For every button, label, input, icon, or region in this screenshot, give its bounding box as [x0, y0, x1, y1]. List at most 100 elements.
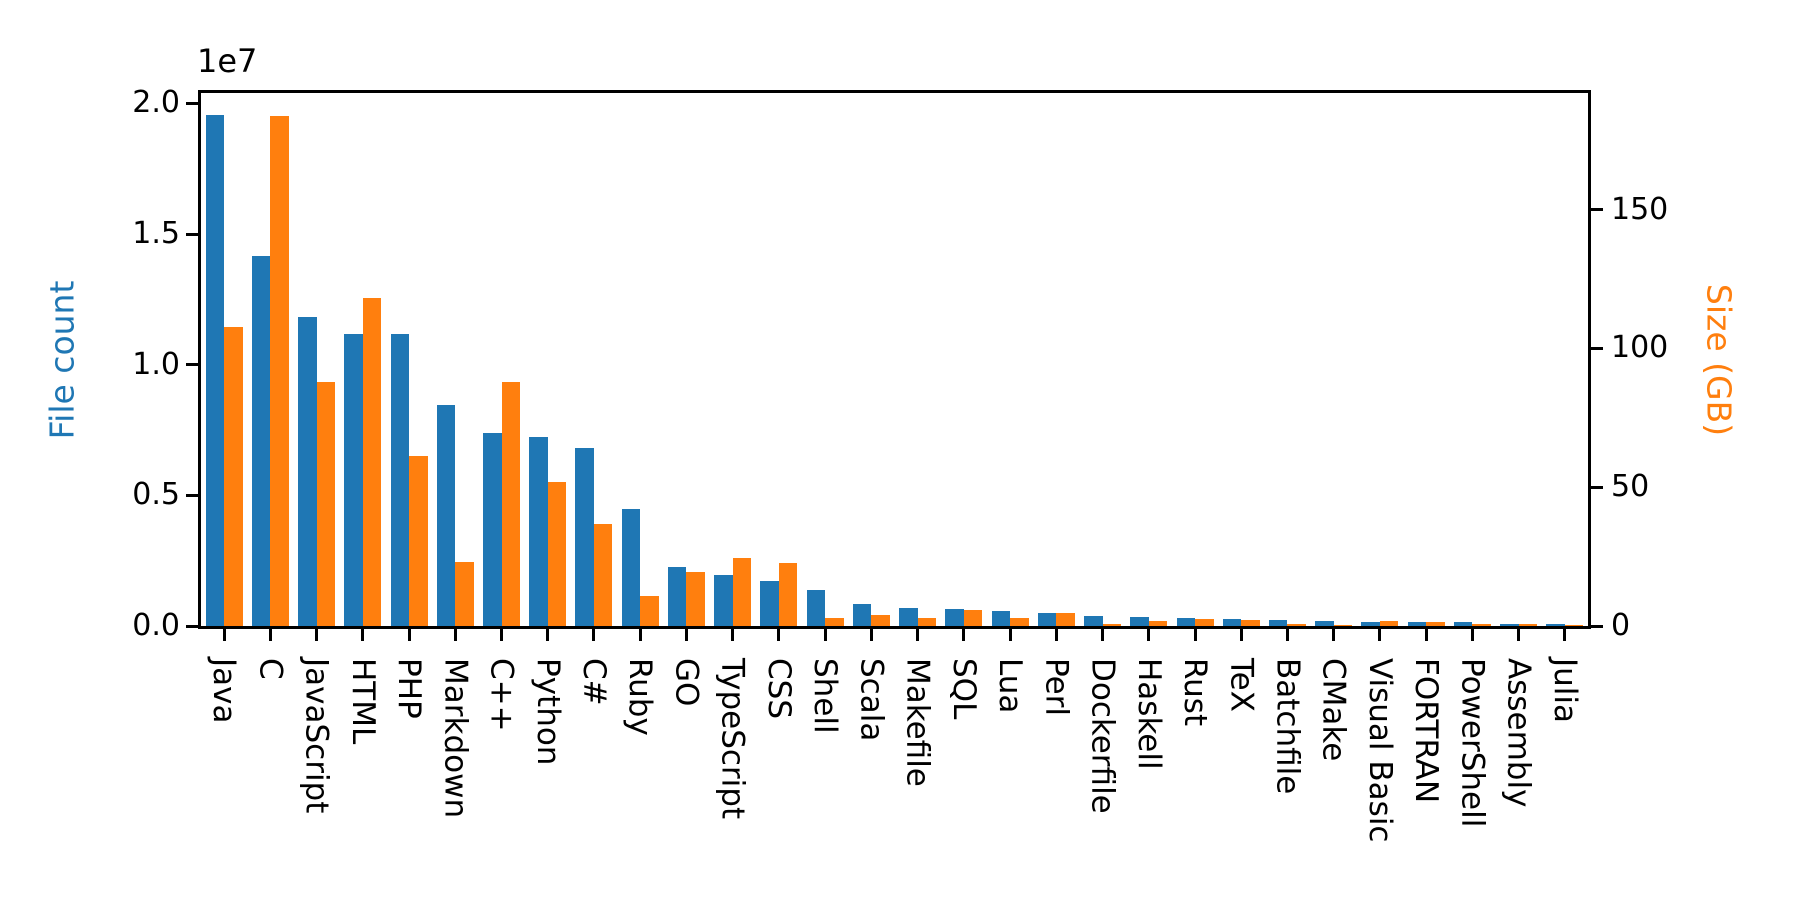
file-count-bar — [945, 608, 964, 626]
x-category-label: CSS — [760, 658, 797, 720]
x-category-label: GO — [668, 658, 705, 707]
size-bar — [686, 572, 705, 626]
x-category-label: CMake — [1315, 658, 1352, 762]
x-category-label: Ruby — [622, 658, 659, 736]
x-category-label: PHP — [391, 658, 428, 719]
y-right-tick — [1591, 346, 1603, 350]
size-bar — [732, 557, 752, 626]
x-category-label: Rust — [1177, 658, 1214, 727]
x-tick — [1470, 629, 1474, 641]
x-tick — [361, 629, 365, 641]
x-category-label: Julia — [1546, 658, 1583, 724]
size-bar — [1379, 620, 1399, 626]
file-count-bar — [991, 610, 1011, 626]
x-category-label: C++ — [483, 658, 520, 732]
file-count-bar — [575, 448, 594, 626]
file-count-bar — [1500, 623, 1519, 626]
size-bar — [1518, 623, 1538, 626]
x-tick — [823, 629, 827, 641]
size-bar — [871, 615, 890, 626]
y-left-tick-label: 0.0 — [132, 608, 180, 643]
size-bar — [1056, 612, 1075, 626]
y-left-tick-label: 1.5 — [132, 216, 180, 252]
file-count-bar — [899, 608, 918, 626]
size-bar — [1287, 624, 1306, 626]
x-tick — [1193, 629, 1197, 641]
x-category-label: Markdown — [437, 658, 474, 819]
x-tick — [916, 629, 920, 641]
file-count-bar — [251, 256, 271, 626]
file-count-bar — [1361, 621, 1380, 626]
file-count-bar — [1315, 621, 1334, 626]
file-count-bar — [1453, 622, 1473, 626]
x-tick — [731, 629, 735, 641]
file-count-bar — [1176, 617, 1196, 626]
size-bar — [1010, 618, 1029, 626]
file-count-bar — [344, 333, 363, 626]
x-tick — [592, 629, 596, 641]
size-bar — [362, 298, 382, 626]
y-right-tick — [1591, 485, 1603, 489]
x-category-label: Assembly — [1500, 658, 1537, 808]
x-tick — [1517, 629, 1521, 641]
x-category-label: Visual Basic — [1361, 658, 1398, 843]
size-bar — [224, 327, 243, 626]
y-left-tick-label: 1.0 — [132, 346, 180, 382]
x-tick — [1563, 629, 1567, 641]
x-category-label: Java — [206, 658, 243, 724]
size-bar — [1333, 624, 1353, 626]
x-tick — [1008, 629, 1012, 641]
file-count-bar — [806, 589, 826, 626]
y-left-tick-label: 2.0 — [132, 85, 180, 121]
y-left-tick — [186, 493, 198, 497]
file-count-bar — [483, 433, 502, 626]
x-tick — [962, 629, 966, 641]
x-category-label: Dockerfile — [1084, 658, 1121, 814]
file-count-bar — [1037, 612, 1057, 626]
size-bar — [316, 382, 336, 626]
y-axis-offset-text: 1e7 — [197, 42, 258, 80]
x-category-label: Makefile — [899, 658, 936, 787]
y-right-tick — [1591, 624, 1603, 628]
x-tick — [1332, 629, 1336, 641]
x-tick — [1054, 629, 1058, 641]
x-tick — [1378, 629, 1382, 641]
x-category-label: Lua — [992, 658, 1029, 714]
y-left-tick — [186, 232, 198, 236]
x-category-label: FORTRAN — [1408, 658, 1445, 804]
file-count-bar — [1546, 624, 1565, 626]
file-count-bar — [1407, 622, 1427, 626]
y-right-tick-label: 0 — [1611, 608, 1631, 643]
size-bar — [1564, 625, 1584, 626]
right-axis-label: Size (GB) — [1699, 283, 1739, 437]
x-category-label: Scala — [853, 658, 890, 742]
x-tick — [407, 629, 411, 641]
x-category-label: Shell — [807, 658, 844, 734]
size-bar — [963, 610, 983, 626]
size-bar — [1195, 618, 1214, 626]
file-count-bar — [621, 509, 641, 626]
x-tick — [453, 629, 457, 641]
size-bar — [640, 595, 659, 626]
x-tick — [1147, 629, 1151, 641]
x-tick — [869, 629, 873, 641]
x-tick — [222, 629, 226, 641]
file-count-bar — [298, 316, 317, 626]
file-count-bar — [760, 580, 779, 626]
x-category-label: Perl — [1038, 658, 1075, 717]
size-bar — [917, 617, 937, 626]
x-category-label: C — [252, 658, 289, 680]
file-count-bar — [1268, 619, 1288, 626]
file-count-bar — [667, 566, 687, 626]
size-bar — [1472, 624, 1491, 626]
x-tick — [546, 629, 550, 641]
file-count-bar — [205, 115, 225, 626]
x-category-label: SQL — [945, 658, 982, 720]
size-bar — [409, 455, 428, 626]
y-right-tick-label: 50 — [1611, 469, 1650, 505]
file-count-bar — [1222, 619, 1242, 626]
size-bar — [547, 481, 567, 626]
x-category-label: Haskell — [1130, 658, 1167, 770]
x-category-label: JavaScript — [298, 658, 335, 814]
file-count-bar — [529, 437, 548, 626]
